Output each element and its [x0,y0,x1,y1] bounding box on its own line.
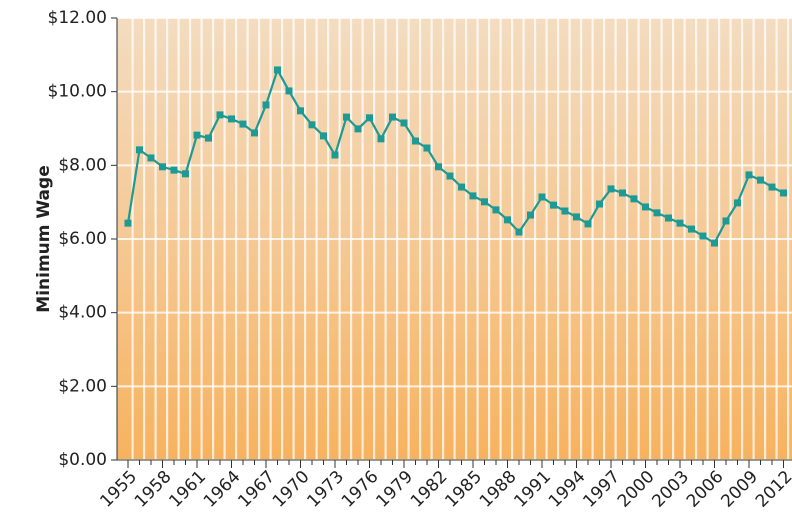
y-tick-label: $0.00 [58,450,107,470]
marker [447,173,454,180]
x-tick-label: 2006 [683,467,728,512]
marker [320,132,327,139]
marker [136,146,143,153]
marker [539,194,546,201]
marker [148,154,155,161]
marker [562,208,569,215]
marker [228,115,235,122]
marker [769,184,776,191]
y-tick-label: $4.00 [58,303,107,323]
x-tick-label: 2009 [717,467,762,512]
marker [608,185,615,192]
x-tick-label: 1976 [338,467,383,512]
marker [481,198,488,205]
x-tick-label: 1955 [96,467,141,512]
marker [389,114,396,121]
x-tick-label: 2012 [752,467,792,512]
marker [251,129,258,136]
x-tick-label: 1985 [441,467,486,512]
marker [757,177,764,184]
x-tick-label: 1970 [269,467,314,512]
marker [412,138,419,145]
x-tick-label: 1982 [407,467,452,512]
y-tick-label: $2.00 [58,376,107,396]
marker [240,121,247,128]
marker [780,189,787,196]
marker [263,101,270,108]
marker [550,202,557,209]
marker [366,114,373,121]
marker [631,195,638,202]
marker [286,87,293,94]
marker [355,125,362,132]
x-tick-label: 1991 [510,467,555,512]
marker [159,163,166,170]
marker [274,66,281,73]
marker [217,111,224,118]
marker [711,240,718,247]
marker [458,184,465,191]
marker [746,171,753,178]
marker [688,226,695,233]
marker [516,229,523,236]
marker [297,107,304,114]
marker [378,135,385,142]
x-tick-label: 1973 [303,467,348,512]
marker [435,163,442,170]
marker [309,121,316,128]
marker [527,212,534,219]
x-tick-label: 1964 [200,467,245,512]
marker [470,192,477,199]
marker [700,233,707,240]
marker [401,119,408,126]
x-tick-label: 2000 [614,467,659,512]
marker [493,206,500,213]
chart: Minimum Wage $0.00 $2.00 $4.00 $6.00 $8.00 $1… [0,0,792,523]
marker [596,201,603,208]
x-tick-label: 1967 [234,467,279,512]
marker [424,145,431,152]
y-tick-label: $10.00 [48,82,107,102]
x-tick-label: 1997 [579,467,624,512]
marker [504,216,511,223]
x-tick-label: 2003 [648,467,693,512]
marker [677,220,684,227]
marker [194,132,201,139]
x-tick-label: 1979 [372,467,417,512]
y-tick-label: $6.00 [58,229,107,249]
x-tick-label: 1988 [476,467,521,512]
marker [654,209,661,216]
marker [171,167,178,174]
x-tick-label: 1961 [165,467,210,512]
marker [723,217,730,224]
marker [125,220,132,227]
y-tick-label: $12.00 [48,8,107,28]
marker [665,215,672,222]
x-tick-label: 1994 [545,467,590,512]
marker [182,170,189,177]
marker [642,203,649,210]
marker [585,220,592,227]
x-tick-label: 1958 [131,467,176,512]
marker [343,114,350,121]
y-tick-label: $8.00 [58,155,107,175]
marker [619,189,626,196]
y-axis-label: Minimum Wage [34,165,54,312]
marker [734,199,741,206]
marker [573,213,580,220]
marker [332,152,339,159]
marker [205,135,212,142]
